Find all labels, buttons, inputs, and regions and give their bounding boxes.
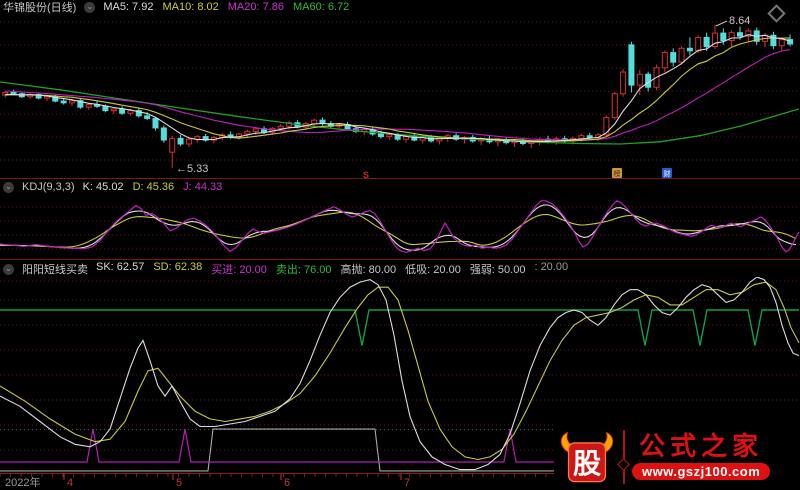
collapse-chevron-icon-custom[interactable]: ⌄ [3,263,14,275]
logo-character: 股 [573,448,601,479]
small-diamond-icon [617,457,630,471]
sk-line [0,277,800,471]
kdj-chart-canvas[interactable] [0,194,800,259]
indicator-ma20: MA20: 7.86 [227,1,284,13]
high-price-label: 8.64 [729,15,750,27]
indicator-kdj-d: D: 45.36 [132,181,175,193]
custom-indicator-title: 阳阳短线买卖 [22,264,88,276]
month-label: 5 [176,477,182,489]
kdj-indicator-values: K: 45.02 D: 45.36 J: 44.33 [83,181,223,193]
event-marker-icon[interactable] [612,168,622,178]
event-marker-icon[interactable] [662,168,672,178]
collapse-chevron-icon-main[interactable]: ⌄ [84,1,96,13]
indicator-sk: SK: 62.57 [96,261,145,273]
indicator-ma5: MA5: 7.92 [103,1,154,13]
indicator-sd: SD: 62.38 [153,261,203,273]
candles-group [2,24,794,169]
month-label: 4 [67,477,73,489]
custom-indicator-values: SK: 62.57 SD: 62.38 买进: 20.00 卖出: 76.00 高抛: … [96,261,568,277]
event-marker-icon: S [363,170,369,178]
collapse-chevron-icon-kdj[interactable]: ⌄ [3,181,14,193]
bull-stock-logo-icon: 股 [560,431,614,482]
svg-text:财: 财 [664,169,671,178]
ma5-line [5,34,791,143]
indicator-chart-canvas[interactable] [0,277,800,473]
site-name: 公式之家 [639,431,764,461]
year-label: 2022年 [5,475,40,489]
sell-signal-line [0,309,799,346]
indicator-ma10: MA10: 8.02 [162,1,219,13]
panel-separator [0,259,800,260]
logo-divider [617,429,630,484]
panel-separator [0,178,800,179]
ma10-line [5,37,791,142]
main-panel-header: 华锦股份(日线) ⌄ MA5: 7.92 MA10: 8.02 MA20: 7.86… [0,0,800,14]
candlestick-chart-canvas[interactable]: ←5.33 8.64 S 榜 财 [0,14,800,178]
kdj-j-line [0,200,800,254]
kdj-d-line [0,211,797,248]
ma20-line [5,49,791,141]
indicator-buy: 买进: 20.00 [211,264,267,276]
watermark-logo: 股 公式之家 www.gszj100.com [554,423,800,490]
indicator-kdj-k: K: 45.02 [82,181,124,193]
ma-indicator-values: MA5: 7.92 MA10: 8.02 MA20: 7.86 MA60: 6.72 [103,1,349,13]
month-label: 6 [284,477,290,489]
indicator-qiangruo: 强弱: 50.00 [469,264,526,276]
ma60-line [0,81,800,145]
site-url: www.gszj100.com [632,462,771,480]
indicator-ma60: MA60: 6.72 [293,1,350,13]
strength-step-line [0,428,799,472]
kdj-panel-header: ⌄ KDJ(9,3,3) K: 45.02 D: 45.36 J: 44.33 [0,180,800,194]
kdj-title: KDJ(9,3,3) [22,181,75,193]
custom-panel-header: ⌄ 阳阳短线买卖 SK: 62.57 SD: 62.38 买进: 20.00 卖出: … [0,261,800,277]
indicator-extra: : 20.00 [534,261,569,273]
low-price-label: ←5.33 [176,163,208,175]
indicator-kdj-j: J: 44.33 [183,181,223,193]
indicator-gaopao: 高抛: 80.00 [340,264,397,276]
indicator-sell: 卖出: 76.00 [275,264,332,276]
kdj-k-line [0,204,797,251]
stock-title: 华锦股份(日线) [3,2,77,14]
month-label: 7 [404,477,410,489]
svg-text:榜: 榜 [614,169,621,178]
indicator-dixi: 低吸: 20.00 [405,264,461,276]
